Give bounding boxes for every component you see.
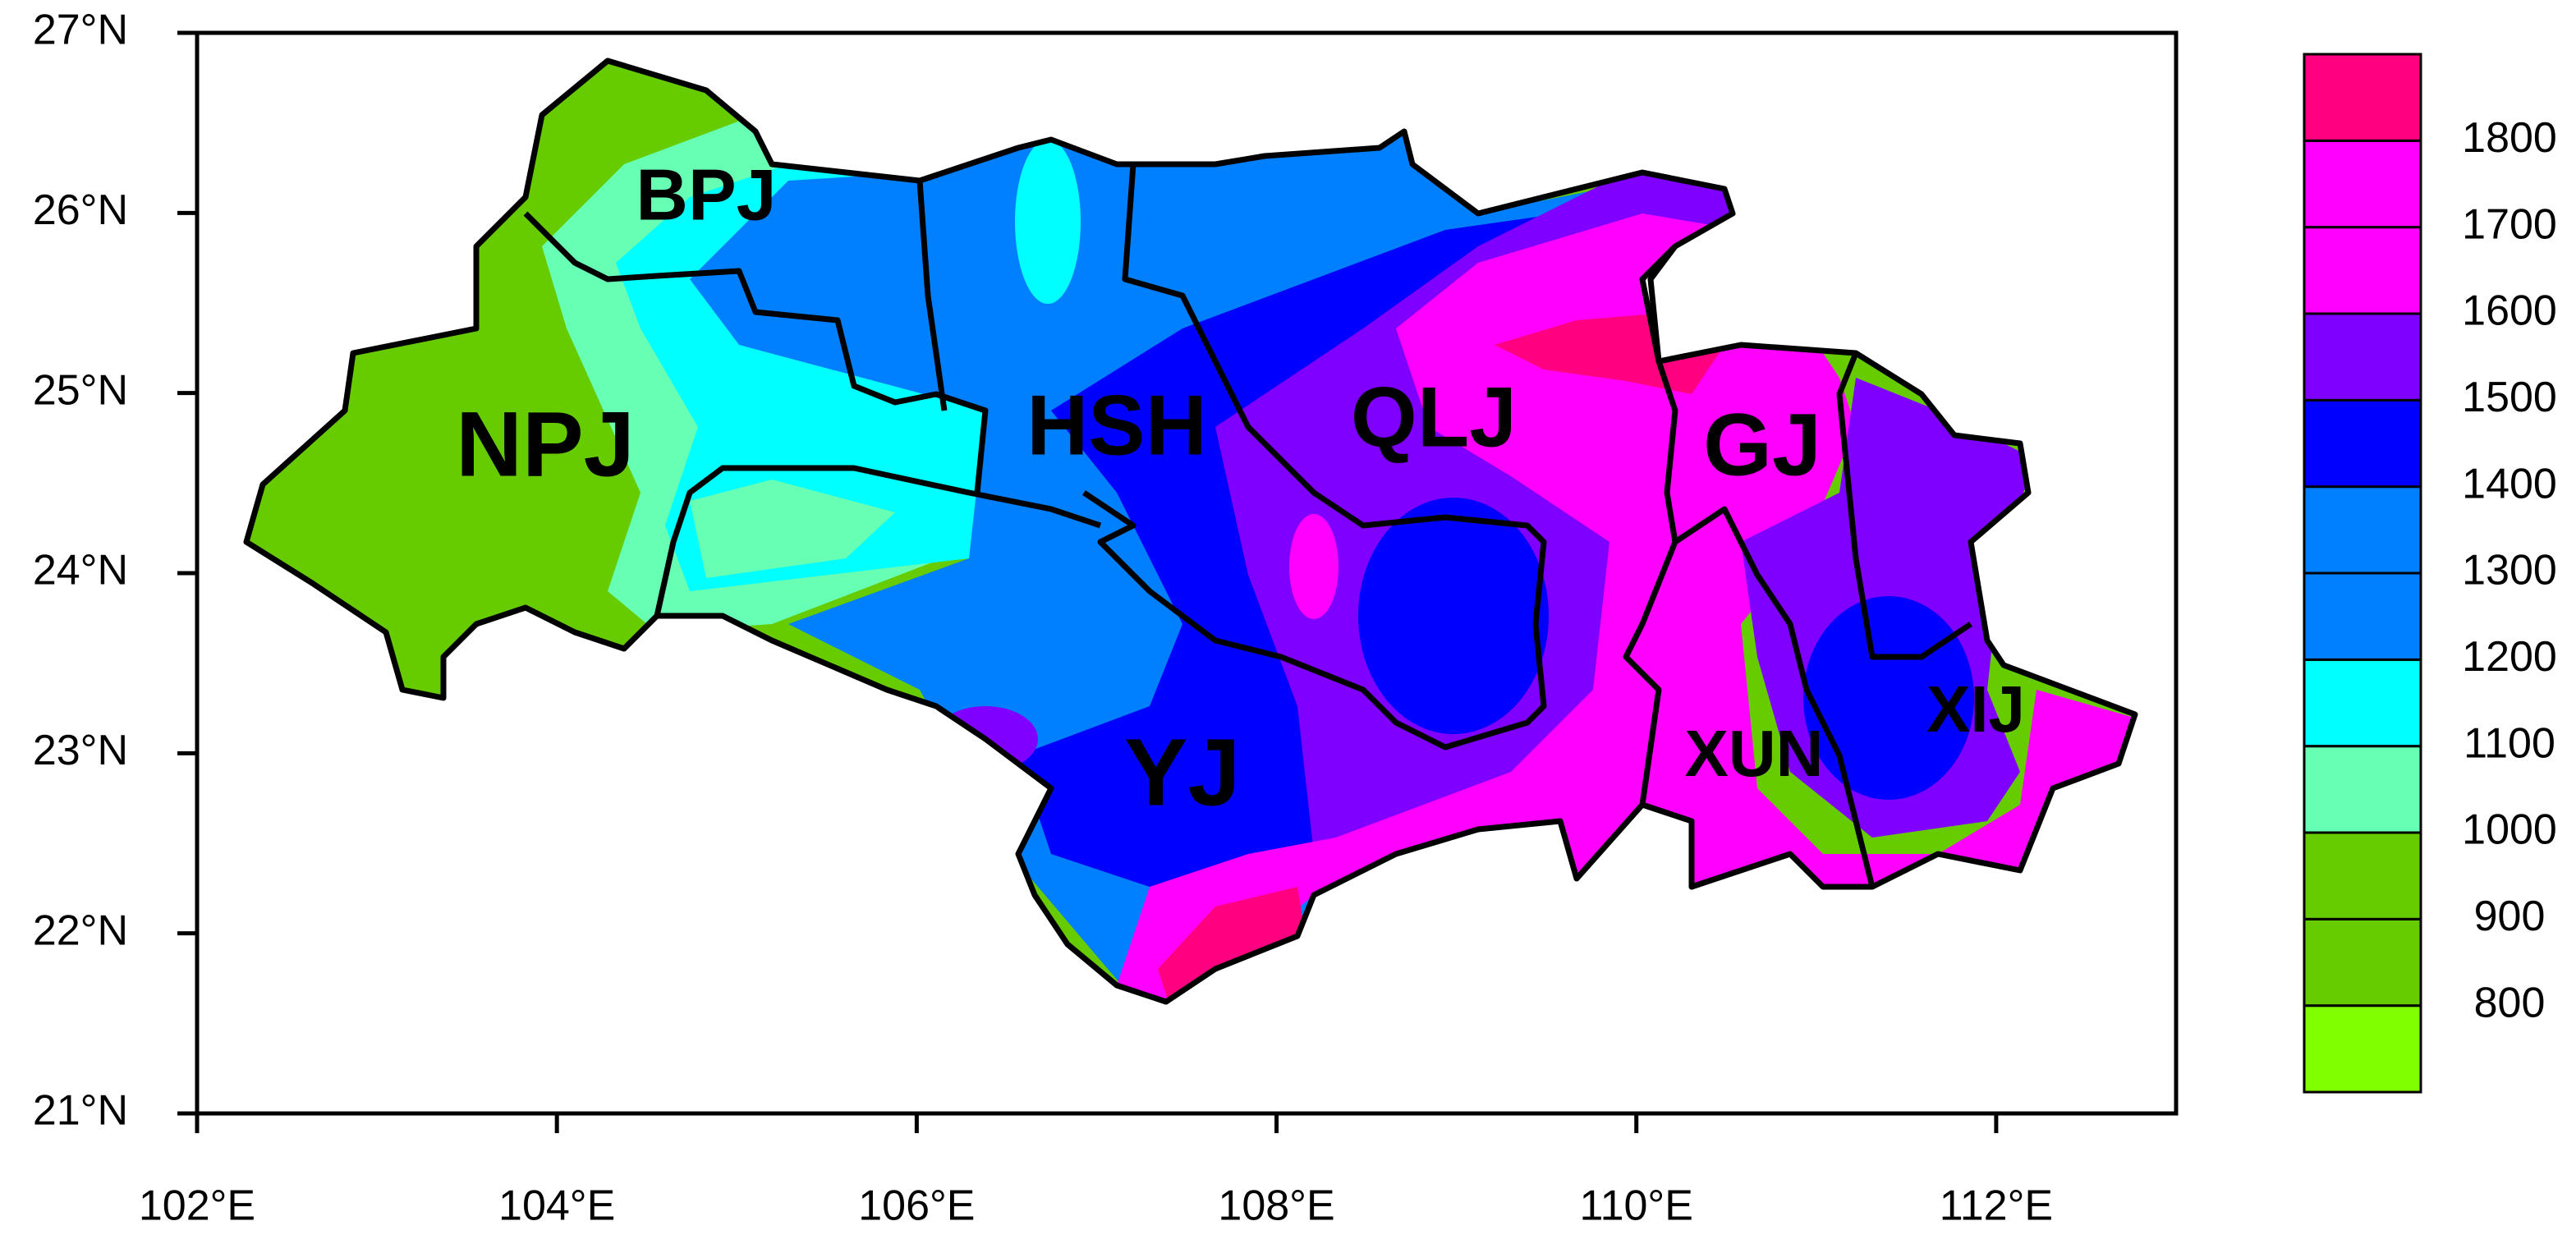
region-label: QLJ bbox=[1351, 370, 1517, 465]
colorbar-box bbox=[2303, 917, 2422, 1008]
region-label: GJ bbox=[1703, 395, 1821, 494]
colorbar-box bbox=[2303, 1004, 2422, 1094]
sub-basin-boundary bbox=[1623, 244, 1678, 806]
field-area bbox=[1015, 140, 1081, 304]
y-tick-label: 25°N bbox=[33, 366, 128, 414]
colorbar-box bbox=[2303, 226, 2422, 315]
colorbar-label: 1400 bbox=[2462, 460, 2557, 507]
region-label: XIJ bbox=[1926, 672, 2025, 746]
colorbar-label: 1300 bbox=[2462, 547, 2557, 594]
colorbar-label: 1700 bbox=[2462, 200, 2557, 248]
y-tick-label: 27°N bbox=[33, 7, 128, 54]
field-area bbox=[1358, 498, 1549, 734]
colorbar-box bbox=[2303, 312, 2422, 402]
field-area bbox=[1158, 887, 1306, 1002]
colorbar-box bbox=[2303, 53, 2422, 142]
colorbar-label: 1500 bbox=[2462, 374, 2557, 421]
colorbar-label: 1100 bbox=[2464, 719, 2555, 767]
region-label: BPJ bbox=[636, 154, 776, 235]
region-label: XUN bbox=[1685, 717, 1824, 790]
colorbar-label: 1600 bbox=[2462, 287, 2557, 335]
field-area bbox=[690, 480, 895, 578]
sub-basin-boundary bbox=[1674, 506, 1876, 888]
x-tick-label: 112°E bbox=[1940, 1182, 2053, 1230]
colorbar-label: 1800 bbox=[2462, 114, 2557, 162]
colorbar-label: 900 bbox=[2474, 893, 2546, 940]
region-label: NPJ bbox=[456, 393, 635, 496]
colorbar-box bbox=[2303, 745, 2422, 834]
y-tick-label: 21°N bbox=[33, 1087, 128, 1135]
sub-basin-boundary bbox=[1836, 351, 1972, 660]
x-tick-label: 110°E bbox=[1580, 1182, 1693, 1230]
colorbar-box bbox=[2303, 485, 2422, 575]
sub-basin-boundary bbox=[1082, 163, 1547, 751]
region-label: YJ bbox=[1124, 719, 1241, 826]
x-tick-label: 104°E bbox=[498, 1182, 615, 1230]
colorbar-box bbox=[2303, 658, 2422, 748]
colorbar-box bbox=[2303, 398, 2422, 489]
y-tick-label: 22°N bbox=[33, 907, 128, 954]
colorbar-label: 1000 bbox=[2462, 806, 2557, 854]
x-tick-label: 108°E bbox=[1218, 1182, 1334, 1230]
sub-basin-boundary bbox=[916, 180, 948, 411]
y-tick-label: 26°N bbox=[33, 186, 128, 234]
sub-basin-boundary bbox=[654, 465, 1102, 617]
region-label: HSH bbox=[1026, 378, 1207, 473]
colorbar-label: 800 bbox=[2474, 979, 2546, 1026]
field-area bbox=[1133, 213, 2135, 1002]
field-area bbox=[1289, 514, 1339, 619]
x-tick-label: 102°E bbox=[139, 1182, 255, 1230]
colorbar-label: 1200 bbox=[2462, 633, 2557, 681]
y-tick-label: 23°N bbox=[33, 727, 128, 774]
colorbar-box bbox=[2303, 572, 2422, 661]
colorbar-box bbox=[2303, 831, 2422, 920]
colorbar-box bbox=[2303, 139, 2422, 229]
y-tick-label: 24°N bbox=[33, 547, 128, 594]
x-tick-label: 106°E bbox=[858, 1182, 975, 1230]
